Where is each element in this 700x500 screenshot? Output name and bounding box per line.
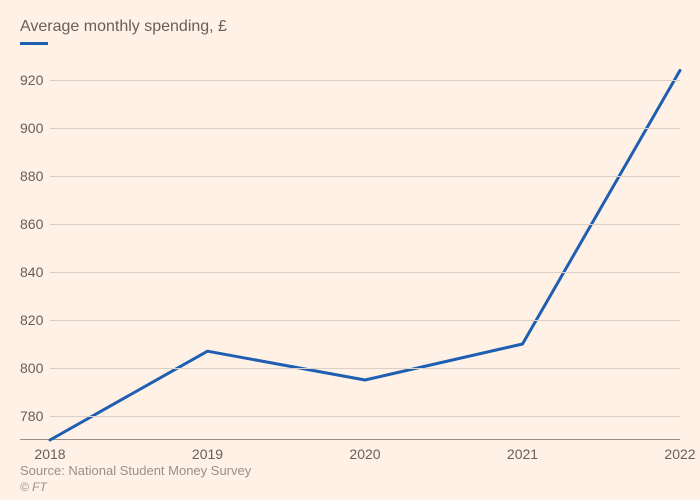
x-axis-label: 2018 [34, 446, 65, 462]
legend-swatch [20, 42, 48, 45]
y-axis-label: 800 [20, 360, 48, 376]
chart-subtitle: Average monthly spending, £ [20, 18, 227, 36]
y-axis-label: 780 [20, 408, 48, 424]
y-gridline [50, 272, 680, 273]
x-axis-label: 2020 [349, 446, 380, 462]
y-gridline [50, 320, 680, 321]
y-axis-label: 860 [20, 216, 48, 232]
y-gridline [50, 128, 680, 129]
y-gridline [50, 416, 680, 417]
copyright-text: © FT [20, 480, 47, 494]
y-gridline [50, 224, 680, 225]
y-axis-label: 900 [20, 120, 48, 136]
y-axis-label: 880 [20, 168, 48, 184]
x-axis-label: 2022 [664, 446, 695, 462]
y-axis-label: 820 [20, 312, 48, 328]
y-axis-label: 920 [20, 72, 48, 88]
source-text: Source: National Student Money Survey [20, 463, 251, 478]
line-series [50, 56, 680, 440]
y-axis-label: 840 [20, 264, 48, 280]
x-axis-label: 2021 [507, 446, 538, 462]
plot-area: 7808008208408608809009202018201920202021… [20, 56, 680, 440]
y-gridline [50, 176, 680, 177]
y-gridline [50, 368, 680, 369]
y-gridline [50, 80, 680, 81]
chart-container: Average monthly spending, £ 780 800 820 840… [0, 0, 700, 500]
x-axis-label: 2019 [192, 446, 223, 462]
